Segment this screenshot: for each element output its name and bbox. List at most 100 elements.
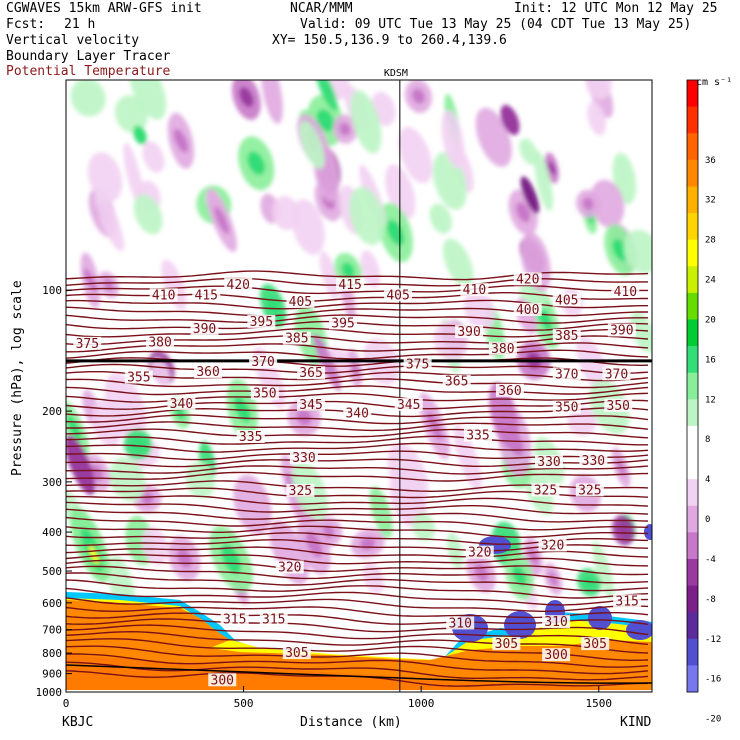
- colorbar-bin: [687, 505, 698, 533]
- theta-label: 390: [610, 323, 633, 338]
- theta-contour: [66, 546, 649, 558]
- theta-label-bg: [552, 293, 581, 307]
- theta-contour: [66, 624, 649, 646]
- theta-contour: [66, 385, 649, 396]
- theta-label-bg: [336, 277, 365, 291]
- vertical-velocity-core: [339, 122, 351, 136]
- vertical-velocity-cell: [92, 399, 123, 446]
- plot-frame: [65, 79, 653, 693]
- vertical-velocity-core: [247, 151, 265, 175]
- theta-label: 315: [223, 612, 246, 627]
- colorbar-bin: [687, 399, 698, 427]
- theta-label: 300: [211, 673, 234, 688]
- vertical-velocity-feature: [500, 104, 520, 136]
- colorbar-level-label: -12: [705, 635, 721, 645]
- theta-label: 410: [463, 283, 486, 298]
- theta-contour: [66, 414, 649, 425]
- theta-label-bg: [455, 324, 484, 338]
- theta-contour: [66, 299, 648, 310]
- colorbar-units: cm s⁻¹: [696, 77, 733, 88]
- vertical-velocity-core: [321, 80, 332, 99]
- theta-contour: [66, 428, 649, 439]
- theta-contour: [66, 508, 649, 523]
- colorbar-level-label: -8: [705, 595, 716, 605]
- theta-label-bg: [394, 397, 423, 411]
- theta-label-bg: [208, 673, 237, 687]
- vertical-velocity-core: [512, 565, 527, 587]
- vertical-velocity-cell: [123, 142, 144, 208]
- vertical-velocity-cell: [349, 186, 385, 245]
- theta-label: 410: [152, 288, 175, 303]
- theta-label: 320: [541, 539, 564, 554]
- theta-label: 325: [578, 483, 601, 498]
- theta-label: 400: [516, 303, 539, 318]
- theta-label-bg: [247, 314, 276, 328]
- theta-contour: [66, 501, 649, 515]
- vertical-velocity-core: [412, 88, 425, 104]
- theta-contour: [66, 435, 648, 446]
- vertical-velocity-cell: [412, 512, 436, 542]
- theta-label-bg: [495, 383, 524, 397]
- theta-label: 405: [289, 295, 312, 310]
- theta-label: 365: [299, 366, 322, 381]
- theta-label-bg: [167, 396, 196, 410]
- theta-contour: [66, 349, 649, 360]
- theta-label: 390: [193, 322, 216, 337]
- theta-contour: [66, 653, 649, 675]
- theta-label: 370: [251, 355, 274, 370]
- theta-label-bg: [552, 400, 581, 414]
- theta-contour: [66, 371, 649, 382]
- theta-label: 350: [253, 387, 276, 402]
- vertical-velocity-cell: [114, 95, 148, 134]
- theta-label-bg: [192, 288, 221, 302]
- theta-label-bg: [384, 288, 413, 302]
- vertical-velocity-cell: [260, 80, 283, 124]
- vertical-velocity-core: [548, 572, 558, 587]
- theta-label: 330: [582, 454, 605, 469]
- vertical-velocity-feature: [520, 176, 540, 214]
- theta-label-bg: [446, 616, 475, 630]
- colorbar-level-label: 4: [705, 475, 710, 485]
- vertical-velocity-core: [173, 128, 189, 153]
- vertical-velocity-core: [547, 161, 556, 175]
- vertical-velocity-cell: [519, 138, 538, 165]
- theta-label-bg: [73, 336, 102, 350]
- theta-label-bg: [343, 406, 372, 420]
- terrain-line: [66, 664, 652, 684]
- vertical-velocity-cell: [161, 259, 187, 311]
- vertical-velocity-cell: [272, 195, 300, 230]
- colorbar-level-label: 28: [705, 236, 716, 246]
- theta-label-bg: [224, 277, 253, 291]
- theta-label-bg: [297, 397, 326, 411]
- theta-contour: [66, 525, 649, 539]
- vertical-velocity-cell: [398, 126, 433, 184]
- theta-label-bg: [250, 386, 279, 400]
- theta-contour: [66, 357, 649, 367]
- theta-label-bg: [149, 288, 178, 302]
- theta-label: 315: [262, 612, 285, 627]
- theta-contour: [66, 392, 649, 403]
- vertical-velocity-cell: [128, 80, 167, 120]
- theta-label-bg: [535, 455, 564, 469]
- field-boundary-layer-tracer: Boundary Layer Tracer: [6, 49, 171, 64]
- theta-label: 305: [583, 637, 606, 652]
- theta-label: 370: [605, 367, 628, 382]
- theta-label: 395: [331, 316, 354, 331]
- theta-label-bg: [194, 365, 223, 379]
- vertical-velocity-cell: [585, 80, 612, 100]
- theta-label: 395: [250, 315, 273, 330]
- colorbar-bin: [687, 558, 698, 586]
- theta-label-bg: [575, 483, 604, 497]
- colorbar-bin: [687, 665, 698, 693]
- theta-label-bg: [282, 646, 311, 660]
- vertical-velocity-core: [141, 492, 154, 505]
- theta-label-bg: [604, 398, 633, 412]
- vertical-velocity-core: [349, 359, 360, 377]
- theta-label: 360: [498, 384, 521, 399]
- vertical-velocity-cell: [453, 424, 482, 492]
- theta-contour: [66, 363, 649, 374]
- vertical-velocity-cell: [70, 80, 106, 117]
- y-tick-label: 700: [42, 624, 62, 637]
- colorbar-level-label: 12: [705, 395, 716, 405]
